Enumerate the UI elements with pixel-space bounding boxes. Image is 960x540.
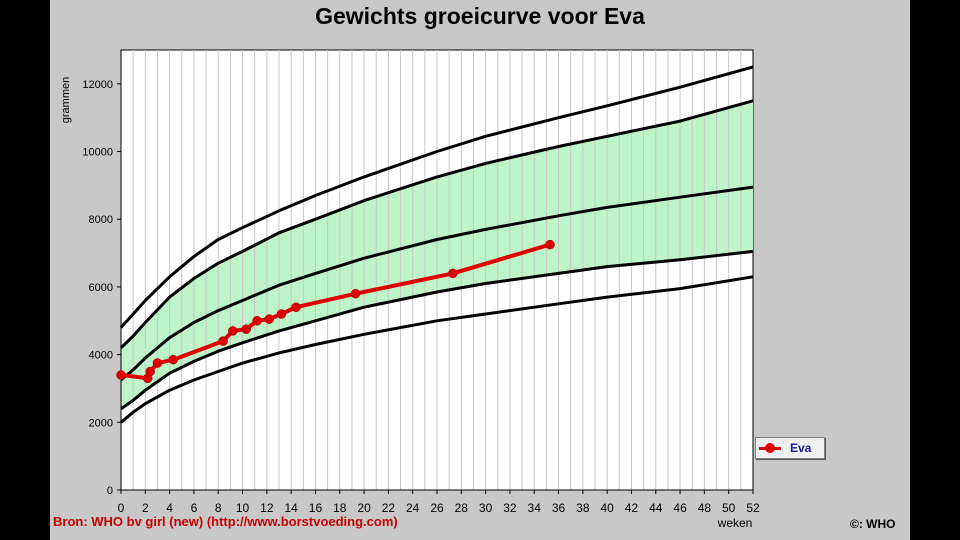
data-point-eva	[145, 366, 155, 377]
y-tick-label: 4000	[89, 350, 113, 362]
x-tick-label: 16	[309, 501, 323, 515]
copyright: ©: WHO	[850, 517, 896, 531]
source-note: Bron: WHO bv girl (new) (http://www.bors…	[53, 514, 398, 529]
data-point-eva	[350, 288, 361, 299]
legend-marker-swatch	[765, 443, 775, 453]
data-point-eva	[448, 268, 458, 279]
x-tick-label: 44	[649, 501, 663, 515]
x-tick-label: 12	[260, 501, 274, 515]
x-axis-label: weken	[717, 516, 753, 530]
y-tick-label: 6000	[89, 282, 113, 294]
x-tick-label: 10	[236, 501, 250, 515]
x-tick-label: 42	[625, 501, 639, 515]
x-tick-label: 20	[357, 501, 371, 515]
data-point-eva	[545, 239, 555, 250]
x-tick-label: 4	[166, 501, 173, 515]
y-tick-label: 2000	[89, 417, 113, 429]
y-tick-label: 10000	[82, 147, 113, 159]
chart-title: Gewichts groeicurve voor Eva	[315, 3, 645, 29]
y-axis-label: grammen	[60, 77, 72, 123]
x-tick-label: 14	[284, 501, 298, 515]
reference-curve-4	[119, 99, 754, 349]
x-tick-label: 8	[215, 501, 222, 515]
y-tick-label: 8000	[89, 214, 113, 226]
x-tick-label: 0	[118, 501, 125, 515]
x-tick-label: 48	[698, 501, 712, 515]
x-tick-label: 28	[455, 501, 469, 515]
x-tick-label: 38	[576, 501, 590, 515]
y-tick-label: 0	[107, 485, 113, 497]
y-tick-label: 12000	[82, 79, 113, 91]
data-point-eva	[252, 316, 262, 326]
x-tick-label: 46	[673, 501, 687, 515]
data-point-eva	[264, 314, 275, 324]
x-tick-label: 34	[528, 501, 542, 515]
chart-panel: Gewichts groeicurve voor Eva 0 2000 4000 60…	[50, 0, 910, 540]
legend-label-eva: Eva	[790, 441, 812, 455]
x-tick-label: 2	[142, 501, 149, 515]
data-point-eva	[291, 302, 301, 312]
data-point-eva	[116, 370, 126, 380]
data-point-eva	[228, 326, 238, 336]
x-tick-label: 30	[479, 501, 493, 515]
x-tick-label: 32	[503, 501, 517, 515]
data-point-eva	[241, 324, 251, 334]
x-tick-label: 22	[382, 501, 396, 515]
x-tick-label: 26	[430, 501, 444, 515]
x-tick-label: 50	[722, 501, 736, 515]
data-point-eva	[168, 354, 179, 365]
x-tick-label: 36	[552, 501, 566, 515]
data-point-eva	[276, 309, 287, 319]
x-tick-label: 6	[191, 501, 198, 515]
x-tick-label: 40	[600, 501, 614, 515]
x-tick-label: 24	[406, 501, 420, 515]
reference-curve-1	[120, 275, 754, 424]
legend: Eva	[755, 437, 825, 459]
data-point-eva	[218, 336, 228, 346]
x-tick-label: 18	[333, 501, 347, 515]
reference-curve-2	[120, 249, 754, 411]
reference-curve-3	[120, 185, 754, 382]
reference-curve-5	[119, 65, 754, 329]
x-tick-label: 52	[746, 501, 760, 515]
data-point-eva	[152, 358, 163, 368]
